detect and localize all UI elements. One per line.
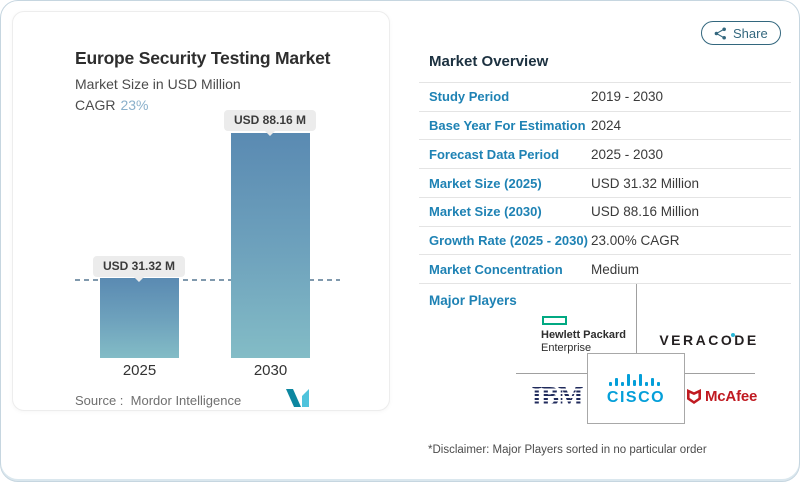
ibm-logo: IBM xyxy=(529,383,585,410)
mordor-intelligence-logo-icon xyxy=(285,388,310,413)
overview-row: Market Size (2025) USD 31.32 Million xyxy=(419,169,791,198)
bar-value-badge-2025: USD 31.32 M xyxy=(92,256,186,277)
mcafee-shield-icon xyxy=(687,389,701,404)
overview-row-label: Growth Rate (2025 - 2030) xyxy=(429,232,588,248)
overview-row: Market Size (2030) USD 88.16 Million xyxy=(419,198,791,227)
overview-row: Market Concentration Medium xyxy=(419,255,791,285)
major-players-label: Major Players xyxy=(429,293,517,308)
cisco-logo-box: CISCO xyxy=(587,353,685,424)
overview-row-value: 23.00% CAGR xyxy=(591,232,680,248)
overview-row-value: 2019 - 2030 xyxy=(591,89,664,105)
veracode-dot-icon xyxy=(731,333,736,337)
chart-header: Europe Security Testing Market Market Si… xyxy=(75,48,330,113)
hpe-green-rect-icon xyxy=(542,316,567,325)
veracode-logo: VERACO DE xyxy=(659,332,759,348)
cagr-value: 23% xyxy=(120,97,149,113)
org-chart-horizontal-line-left xyxy=(516,373,588,374)
mcafee-logo-text: McAfee xyxy=(705,388,758,405)
overview-row-value: 2024 xyxy=(591,118,622,134)
overview-row: Study Period 2019 - 2030 xyxy=(419,83,791,112)
share-icon xyxy=(714,26,726,40)
share-label: Share xyxy=(733,25,768,41)
cagr-row: CAGR 23% xyxy=(75,97,330,113)
overview-row: Growth Rate (2025 - 2030) 23.00% CAGR xyxy=(419,227,791,256)
overview-row: Forecast Data Period 2025 - 2030 xyxy=(419,140,791,170)
mcafee-logo: McAfee xyxy=(687,388,757,405)
reference-dashed-line xyxy=(75,279,340,281)
overview-row-value: USD 88.16 Million xyxy=(591,204,700,220)
source-text: Source : Mordor Intelligence xyxy=(75,393,242,408)
share-button[interactable]: Share xyxy=(701,21,781,45)
overview-title: Market Overview xyxy=(429,53,549,70)
org-chart-horizontal-line-right xyxy=(685,373,755,374)
overview-row-label: Forecast Data Period xyxy=(429,146,560,162)
cisco-logo-text: CISCO xyxy=(606,388,666,406)
overview-row-value: Medium xyxy=(591,261,640,277)
overview-row-value: 2025 - 2030 xyxy=(591,146,664,162)
x-tick-2025: 2025 xyxy=(122,362,157,379)
disclaimer-text: *Disclaimer: Major Players sorted in no … xyxy=(428,444,707,456)
overview-table: Study Period 2019 - 2030 Base Year For E… xyxy=(419,82,791,285)
cagr-label: CAGR xyxy=(75,97,116,113)
overview-row-label: Market Concentration xyxy=(429,261,563,277)
overview-row-label: Study Period xyxy=(429,89,510,105)
chart-title: Europe Security Testing Market xyxy=(75,48,331,68)
hpe-logo: Hewlett Packard Enterprise xyxy=(541,316,626,355)
overview-row-label: Base Year For Estimation xyxy=(429,118,586,134)
bar-2030 xyxy=(231,133,310,358)
overview-row-label: Market Size (2025) xyxy=(429,175,542,191)
overview-row-value: USD 31.32 Million xyxy=(591,175,700,191)
bar-2025 xyxy=(100,278,179,358)
chart-subtitle: Market Size in USD Million xyxy=(75,76,241,92)
org-chart-vertical-line xyxy=(636,284,637,358)
overview-row-label: Market Size (2030) xyxy=(429,204,542,220)
bar-value-badge-2030: USD 88.16 M xyxy=(223,110,317,131)
cisco-bars-icon xyxy=(609,373,660,386)
x-tick-2030: 2030 xyxy=(253,362,288,379)
chart-card: Europe Security Testing Market Market Si… xyxy=(12,11,390,411)
overview-row: Base Year For Estimation 2024 xyxy=(419,112,791,141)
